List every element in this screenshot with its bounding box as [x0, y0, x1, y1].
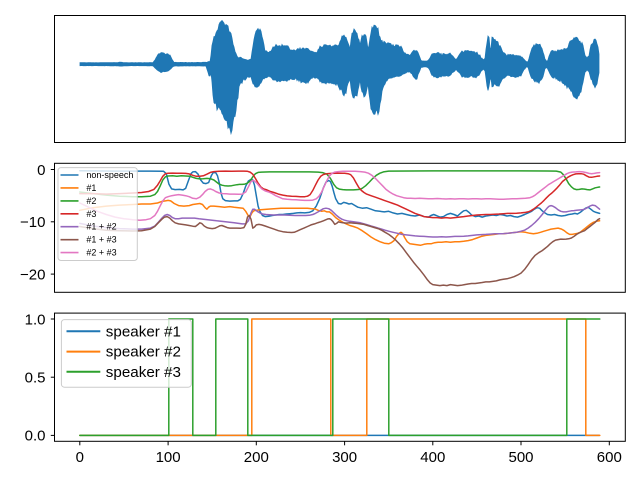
svg-text:non-speech: non-speech	[86, 170, 133, 180]
svg-text:#2: #2	[86, 196, 96, 206]
svg-text:−10: −10	[20, 214, 45, 231]
svg-text:#1: #1	[86, 183, 96, 193]
svg-text:100: 100	[156, 449, 181, 466]
svg-text:300: 300	[332, 449, 357, 466]
svg-text:#1 + #2: #1 + #2	[86, 222, 116, 232]
svg-text:0: 0	[37, 162, 45, 179]
svg-text:0: 0	[76, 449, 84, 466]
svg-text:0.0: 0.0	[25, 428, 46, 445]
svg-text:500: 500	[508, 449, 533, 466]
svg-text:600: 600	[597, 449, 622, 466]
svg-text:200: 200	[244, 449, 269, 466]
svg-text:400: 400	[420, 449, 445, 466]
svg-text:0.5: 0.5	[25, 370, 46, 387]
svg-text:speaker #1: speaker #1	[106, 323, 181, 340]
svg-text:#3: #3	[86, 209, 96, 219]
svg-text:1.0: 1.0	[25, 311, 46, 328]
svg-text:−20: −20	[20, 266, 45, 283]
svg-text:#2 + #3: #2 + #3	[86, 248, 116, 258]
svg-text:speaker #2: speaker #2	[106, 344, 181, 361]
svg-text:speaker #3: speaker #3	[106, 364, 181, 381]
svg-text:#1 + #3: #1 + #3	[86, 235, 116, 245]
